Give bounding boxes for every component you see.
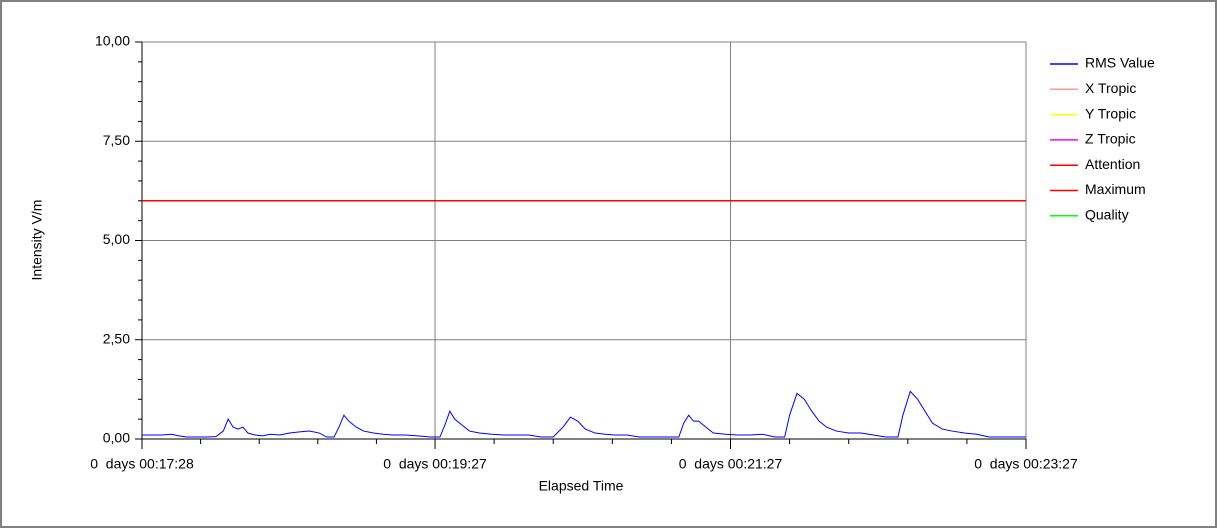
x-axis-label: Elapsed Time xyxy=(539,478,624,494)
x-tick-label: 0 days 00:19:27 xyxy=(383,456,487,472)
legend-label: Attention xyxy=(1085,156,1140,172)
y-tick-label: 5,00 xyxy=(103,231,130,247)
x-tick-label: 0 days 00:23:27 xyxy=(974,456,1078,472)
legend-label: X Tropic xyxy=(1085,80,1136,96)
data-line xyxy=(142,390,1026,438)
legend-label: Y Tropic xyxy=(1085,105,1136,121)
x-tick-label: 0 days 00:21:27 xyxy=(679,456,783,472)
legend-label: Quality xyxy=(1085,207,1129,223)
x-tick-label: 0 days 00:17:28 xyxy=(90,456,194,472)
legend-label: Z Tropic xyxy=(1085,131,1136,147)
y-axis-label: Intensity V/m xyxy=(29,200,45,281)
y-tick-label: 2,50 xyxy=(103,330,130,346)
legend-label: Maximum xyxy=(1085,181,1146,197)
legend-label: RMS Value xyxy=(1085,55,1155,71)
y-tick-label: 0,00 xyxy=(103,430,130,446)
y-tick-label: 7,50 xyxy=(103,132,130,148)
y-tick-label: 10,00 xyxy=(95,33,130,49)
